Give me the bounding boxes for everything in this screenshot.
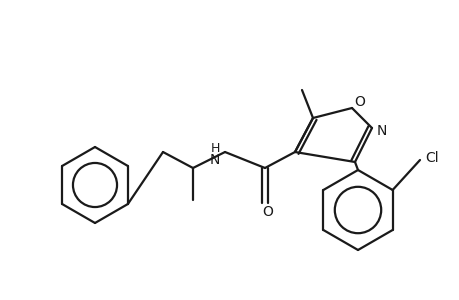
Text: N: N bbox=[376, 124, 386, 138]
Text: H: H bbox=[210, 142, 219, 154]
Text: O: O bbox=[354, 95, 364, 109]
Text: Cl: Cl bbox=[424, 151, 438, 165]
Text: N: N bbox=[209, 153, 219, 167]
Text: O: O bbox=[262, 205, 273, 219]
